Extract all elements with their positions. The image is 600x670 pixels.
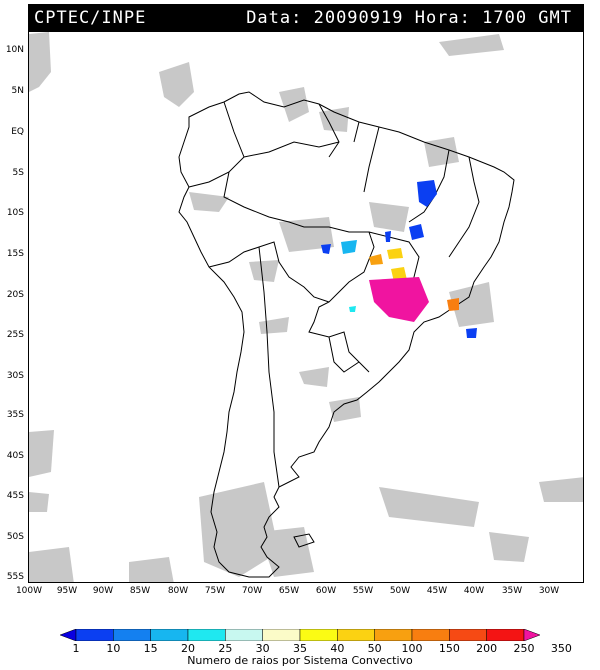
color-scale-title: Numero de raios por Sistema Convectivo (187, 654, 413, 667)
color-scale-tick: 20 (181, 642, 195, 655)
color-scale-tick: 35 (293, 642, 307, 655)
lon-label: 35W (501, 586, 523, 596)
lightning-clusters (321, 180, 477, 338)
lat-label: 10S (6, 208, 24, 218)
lon-label: 80W (167, 586, 189, 596)
color-scale-bar (60, 629, 540, 641)
lat-label: 20S (6, 290, 24, 300)
color-scale-tick: 350 (550, 642, 572, 655)
color-scale-tick: 50 (367, 642, 382, 655)
lon-label: 100W (15, 586, 43, 596)
color-scale-segment (523, 629, 540, 641)
map-canvas (29, 32, 583, 582)
color-scale-tick: 200 (476, 642, 498, 655)
lat-label: 45S (6, 491, 24, 501)
lon-label: 40W (463, 586, 485, 596)
lon-label: 75W (204, 586, 226, 596)
lat-label: 35S (6, 410, 24, 420)
color-scale-segment (225, 629, 263, 641)
lon-label: 30W (538, 586, 560, 596)
color-scale-segment (187, 629, 226, 641)
lat-label: 10N (5, 45, 24, 55)
color-scale-segment (75, 629, 114, 641)
lon-label: 95W (56, 586, 78, 596)
cloud-cover (29, 32, 583, 582)
lat-label: EQ (11, 127, 24, 137)
lon-label: 45W (426, 586, 448, 596)
lat-label: 30S (6, 371, 24, 381)
color-scale-segment (299, 629, 338, 641)
lon-label: 50W (389, 586, 411, 596)
lat-label: 5S (12, 168, 24, 178)
color-scale-tick: 30 (255, 642, 270, 655)
color-scale-segment (60, 629, 77, 641)
color-scale-tick: 15 (143, 642, 158, 655)
lat-label: 50S (6, 532, 24, 542)
map-panel (28, 31, 584, 583)
lat-label: 25S (6, 330, 24, 340)
color-scale-tick: 150 (438, 642, 460, 655)
color-scale-tick: 1 (72, 642, 80, 655)
falklands (293, 533, 315, 548)
color-scale-tick: 25 (218, 642, 233, 655)
lon-label: 60W (315, 586, 337, 596)
map-header: CPTEC/INPE Data: 20090919 Hora: 1700 GMT (28, 4, 584, 31)
color-scale-segment (374, 629, 413, 641)
lat-label: 15S (6, 249, 24, 259)
color-scale-tick: 100 (401, 642, 423, 655)
lon-label: 55W (352, 586, 374, 596)
source-label: CPTEC/INPE (34, 7, 147, 28)
color-scale-tick: 250 (513, 642, 535, 655)
color-scale-tick: 40 (330, 642, 345, 655)
lat-label: 40S (6, 451, 24, 461)
color-scale-segment (262, 629, 301, 641)
lon-label: 85W (129, 586, 151, 596)
lat-label: 5N (11, 86, 24, 96)
color-scale-segment (337, 629, 375, 641)
date-time-label: Data: 20090919 Hora: 1700 GMT (246, 7, 572, 28)
lat-label: 55S (6, 572, 24, 582)
color-scale-segment (449, 629, 487, 641)
color-scale-segment (486, 629, 525, 641)
color-scale-segment (411, 629, 450, 641)
lon-label: 65W (278, 586, 300, 596)
color-scale-segment (150, 629, 189, 641)
color-scale-segment (113, 629, 151, 641)
color-scale-tick: 10 (106, 642, 121, 655)
lon-label: 90W (92, 586, 114, 596)
lon-label: 70W (241, 586, 263, 596)
